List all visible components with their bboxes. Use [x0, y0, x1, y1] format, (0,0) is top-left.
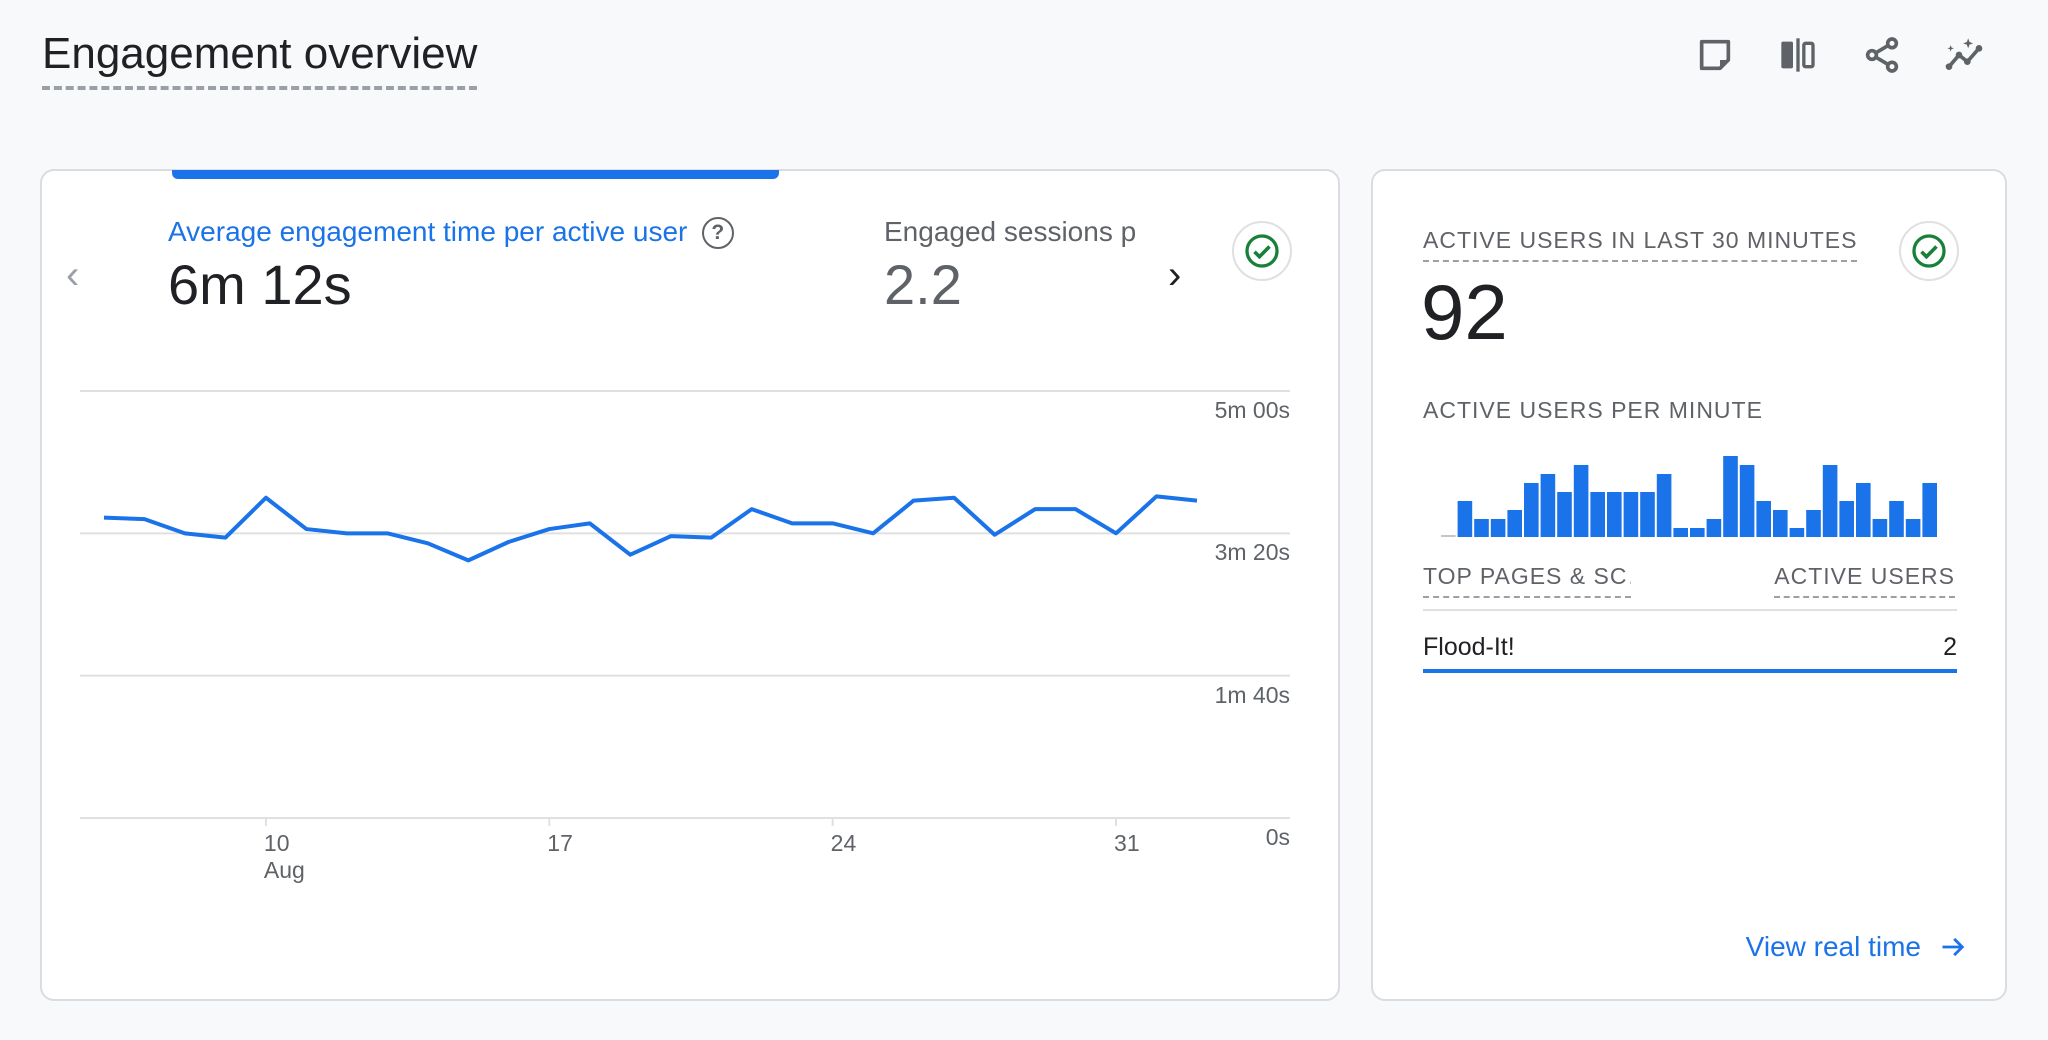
x-tick-day: 10 — [263, 830, 290, 856]
metric-value: 6m 12s — [168, 253, 352, 316]
per-minute-bar-chart — [1441, 456, 1937, 537]
bar[interactable] — [1457, 501, 1473, 537]
previous-metric-button[interactable]: ‹ — [66, 253, 80, 297]
bar[interactable] — [1789, 528, 1805, 537]
next-metric-button[interactable]: › — [1168, 253, 1182, 297]
x-tick-label: 10 Aug — [264, 830, 305, 884]
notes-icon[interactable] — [1693, 33, 1737, 77]
bar[interactable] — [1756, 501, 1771, 537]
bar[interactable] — [1640, 492, 1655, 537]
bar[interactable] — [1690, 528, 1705, 537]
bar[interactable] — [1607, 492, 1622, 537]
table-divider — [1423, 609, 1957, 611]
bar[interactable] — [1590, 492, 1605, 537]
help-icon[interactable]: ? — [701, 217, 734, 249]
page-active-users: 2 — [1943, 633, 1957, 661]
engagement-card: ‹ Average engagement time per active use… — [40, 169, 1340, 1001]
table-row[interactable]: Flood-It! 2 — [1423, 627, 1957, 675]
x-tick-day: 17 — [547, 830, 573, 856]
x-tick-label: 17 — [547, 830, 573, 857]
page-name: Flood-It! — [1423, 633, 1515, 661]
bar[interactable] — [1922, 483, 1937, 537]
bar[interactable] — [1490, 519, 1506, 537]
x-tick-day: 24 — [830, 830, 857, 856]
per-minute-label: ACTIVE USERS PER MINUTE — [1423, 397, 1763, 423]
x-tick-month: Aug — [263, 857, 305, 883]
metric-label: Average engagement time per active user — [168, 216, 688, 247]
bar[interactable] — [1656, 474, 1672, 537]
realtime-card: ACTIVE USERS IN LAST 30 MINUTES 92 ACTIV… — [1371, 169, 2007, 1001]
bar[interactable] — [1806, 510, 1821, 537]
bar[interactable] — [1623, 492, 1639, 537]
arrow-right-icon — [1942, 937, 1965, 957]
bar[interactable] — [1773, 510, 1788, 537]
bar[interactable] — [1557, 492, 1572, 537]
metric-tab-engaged-sessions[interactable]: Engaged sessions p 2.2 — [884, 215, 1184, 317]
metric-label: Engaged sessions p — [884, 216, 1137, 247]
bar[interactable] — [1507, 510, 1522, 537]
metric-value: 2.2 — [884, 253, 962, 316]
bar[interactable] — [1856, 483, 1871, 537]
bar[interactable] — [1739, 465, 1755, 537]
bar[interactable] — [1474, 519, 1489, 537]
bar[interactable] — [1540, 474, 1556, 537]
y-tick-label: 3m 20s — [1214, 539, 1290, 566]
compare-icon[interactable] — [1776, 33, 1820, 77]
check-circle-icon — [1899, 221, 1959, 281]
bar — [1441, 535, 1456, 537]
bar[interactable] — [1706, 519, 1722, 537]
active-users-value: 92 — [1421, 268, 1508, 356]
series-line — [103, 494, 1198, 563]
engagement-line-chart — [80, 390, 1290, 826]
active-users-label: ACTIVE USERS IN LAST 30 MINUTES — [1423, 227, 1858, 262]
bar[interactable] — [1889, 501, 1904, 537]
bar[interactable] — [1673, 528, 1688, 537]
share-icon[interactable] — [1860, 33, 1904, 77]
bar[interactable] — [1524, 483, 1539, 537]
page-title: Engagement overview — [42, 28, 478, 90]
y-tick-label: 0s — [1265, 824, 1290, 850]
check-circle-icon — [1232, 221, 1292, 281]
top-pages-header[interactable]: TOP PAGES & SC… — [1423, 563, 1631, 598]
active-users-header[interactable]: ACTIVE USERS — [1774, 563, 1955, 598]
y-tick-label: 5m 00s — [1214, 397, 1290, 423]
view-real-time-link[interactable]: View real time — [1746, 931, 1967, 963]
view-real-time-label: View real time — [1745, 931, 1921, 962]
bar[interactable] — [1822, 465, 1838, 537]
insights-icon[interactable] — [1942, 33, 1986, 77]
y-tick-label: 1m 40s — [1214, 681, 1290, 708]
bar[interactable] — [1723, 456, 1738, 537]
active-tab-indicator — [172, 170, 779, 179]
x-tick-label: 31 — [1114, 830, 1140, 857]
row-bar — [1423, 669, 1957, 673]
bar[interactable] — [1905, 519, 1921, 537]
x-tick-day: 31 — [1114, 830, 1140, 856]
metric-tab-avg-engagement[interactable]: Average engagement time per active user … — [168, 215, 734, 317]
bar[interactable] — [1839, 501, 1854, 537]
bar[interactable] — [1573, 465, 1589, 537]
bar[interactable] — [1872, 519, 1888, 537]
x-tick-label: 24 — [831, 830, 857, 857]
